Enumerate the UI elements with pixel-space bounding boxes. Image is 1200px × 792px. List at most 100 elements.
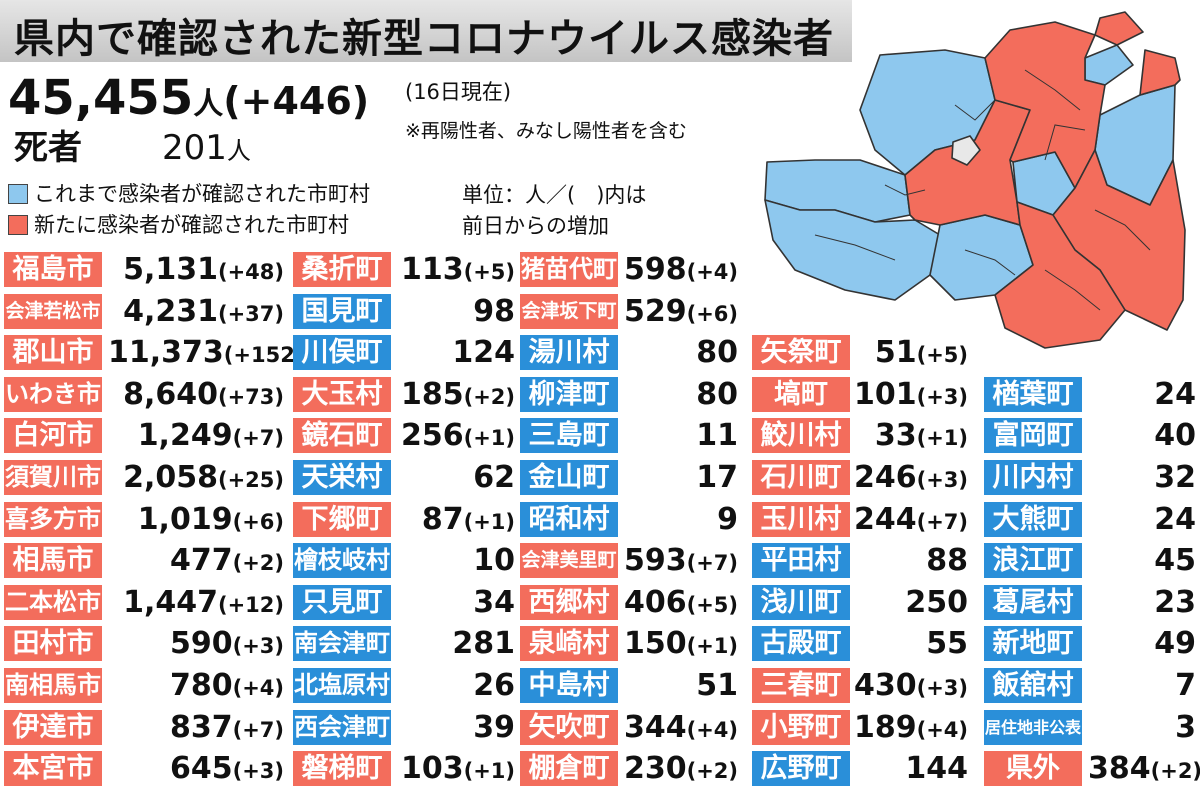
municipality-row: 矢祭町 51(+5) [752, 334, 968, 371]
municipality-name: 鏡石町 [293, 418, 391, 454]
municipality-row: 小野町 189(+4) [752, 709, 968, 746]
case-increase: (+3) [232, 634, 284, 659]
municipality-value: 55 [852, 625, 968, 662]
municipality-name: 中島村 [520, 668, 618, 703]
municipality-value: 11 [620, 417, 738, 454]
municipality-name: 天栄村 [293, 460, 391, 495]
case-count: 17 [696, 460, 738, 495]
municipality-name: 猪苗代町 [520, 252, 618, 287]
map-border-line [1044, 269, 1101, 311]
municipality-name: 富岡町 [984, 418, 1082, 454]
municipality-value: 593(+7) [620, 542, 738, 579]
municipality-name: 檜枝岐村 [293, 543, 391, 579]
legend-new: 新たに感染者が確認された市町村 [8, 212, 349, 238]
municipality-row: 鏡石町 256(+1) [293, 417, 515, 454]
case-count: 39 [473, 709, 515, 745]
map-region-coast-north [1084, 44, 1134, 86]
case-increase: (+2) [232, 551, 284, 576]
municipality-value: 51(+5) [852, 334, 968, 371]
municipality-row: 猪苗代町 598(+4) [520, 251, 738, 288]
municipality-name: 浪江町 [984, 543, 1082, 579]
municipality-name: 国見町 [293, 293, 391, 329]
case-count: 33 [874, 418, 917, 454]
case-count: 837 [169, 709, 233, 745]
map-border-line [884, 184, 926, 196]
case-count: 80 [696, 376, 738, 412]
municipality-row: 石川町 246(+3) [752, 459, 968, 496]
case-count: 23 [1154, 584, 1196, 620]
case-increase: (+2) [463, 384, 515, 409]
map-region-kennaka [984, 21, 1106, 189]
map-border-line [954, 99, 996, 121]
case-increase: (+7) [232, 717, 284, 742]
municipality-name: 飯舘村 [984, 668, 1082, 703]
municipality-name: 玉川村 [752, 501, 850, 537]
municipality-value: 645(+3) [108, 750, 284, 787]
case-increase: (+2) [1150, 759, 1200, 784]
case-count: 80 [696, 335, 738, 371]
case-count: 88 [926, 543, 968, 579]
municipality-value: 51 [620, 667, 738, 704]
case-increase: (+12) [217, 592, 284, 617]
municipality-name: 古殿町 [752, 626, 850, 662]
municipality-value: 3 [1088, 709, 1196, 746]
case-count: 590 [169, 626, 233, 662]
case-count: 45 [1154, 543, 1196, 579]
municipality-name: 川内村 [984, 460, 1082, 495]
municipality-name: 柳津町 [520, 376, 618, 412]
municipality-name: 会津坂下町 [520, 293, 618, 329]
case-count: 5,131 [123, 252, 218, 287]
municipality-row: 浪江町 45 [984, 542, 1196, 579]
municipality-value: 590(+3) [108, 625, 284, 662]
municipality-value: 256(+1) [395, 417, 515, 454]
case-increase: (+5) [686, 592, 738, 617]
municipality-value: 837(+7) [108, 709, 284, 746]
municipality-name: 矢祭町 [752, 335, 850, 371]
municipality-row: 川俣町 124 [293, 334, 515, 371]
municipality-row: 喜多方市 1,019(+6) [4, 501, 284, 538]
case-count: 645 [169, 751, 233, 787]
case-increase: (+1) [916, 426, 968, 451]
municipality-name: 浅川町 [752, 584, 850, 620]
case-increase: (+7) [686, 551, 738, 576]
municipality-name: 広野町 [752, 751, 850, 787]
municipality-row: 昭和村 9 [520, 501, 738, 538]
municipality-value: 1,019(+6) [108, 501, 284, 538]
map-border-line [1024, 69, 1081, 111]
case-count: 185 [400, 376, 464, 412]
case-count: 430 [853, 668, 917, 703]
municipality-value: 40 [1088, 417, 1196, 454]
case-increase: (+3) [916, 468, 968, 492]
municipality-name: 大熊町 [984, 501, 1082, 537]
municipality-name: 新地町 [984, 626, 1082, 662]
case-count: 344 [623, 709, 687, 745]
case-increase: (+2) [686, 759, 738, 784]
case-count: 189 [853, 709, 917, 745]
case-count: 113 [400, 252, 464, 287]
municipality-name: 北塩原村 [293, 668, 391, 703]
case-increase: (+25) [217, 468, 284, 492]
case-count: 11 [696, 418, 738, 454]
municipality-value: 87(+1) [395, 501, 515, 538]
case-increase: (+4) [916, 717, 968, 742]
case-increase: (+4) [686, 717, 738, 742]
case-count: 26 [473, 668, 515, 703]
case-count: 1,019 [137, 501, 233, 537]
municipality-row: 棚倉町 230(+2) [520, 750, 738, 787]
case-count: 256 [400, 418, 464, 454]
municipality-name: 葛尾村 [984, 584, 1082, 620]
case-count: 32 [1154, 460, 1196, 495]
case-count: 1,249 [137, 418, 233, 454]
municipality-value: 88 [852, 542, 968, 579]
legend-prev: これまで感染者が確認された市町村 [8, 181, 370, 207]
map-region-north-tip [1094, 11, 1144, 46]
title-bar: 県内で確認された新型コロナウイルス感染者 [0, 0, 852, 62]
municipality-row: 大熊町 24 [984, 501, 1196, 538]
case-increase: (+1) [463, 509, 515, 534]
case-count: 8,640 [123, 376, 218, 412]
case-count: 246 [853, 460, 917, 495]
municipality-value: 598(+4) [620, 251, 738, 288]
municipality-name: 昭和村 [520, 501, 618, 537]
municipality-value: 477(+2) [108, 542, 284, 579]
case-count: 477 [169, 543, 233, 579]
